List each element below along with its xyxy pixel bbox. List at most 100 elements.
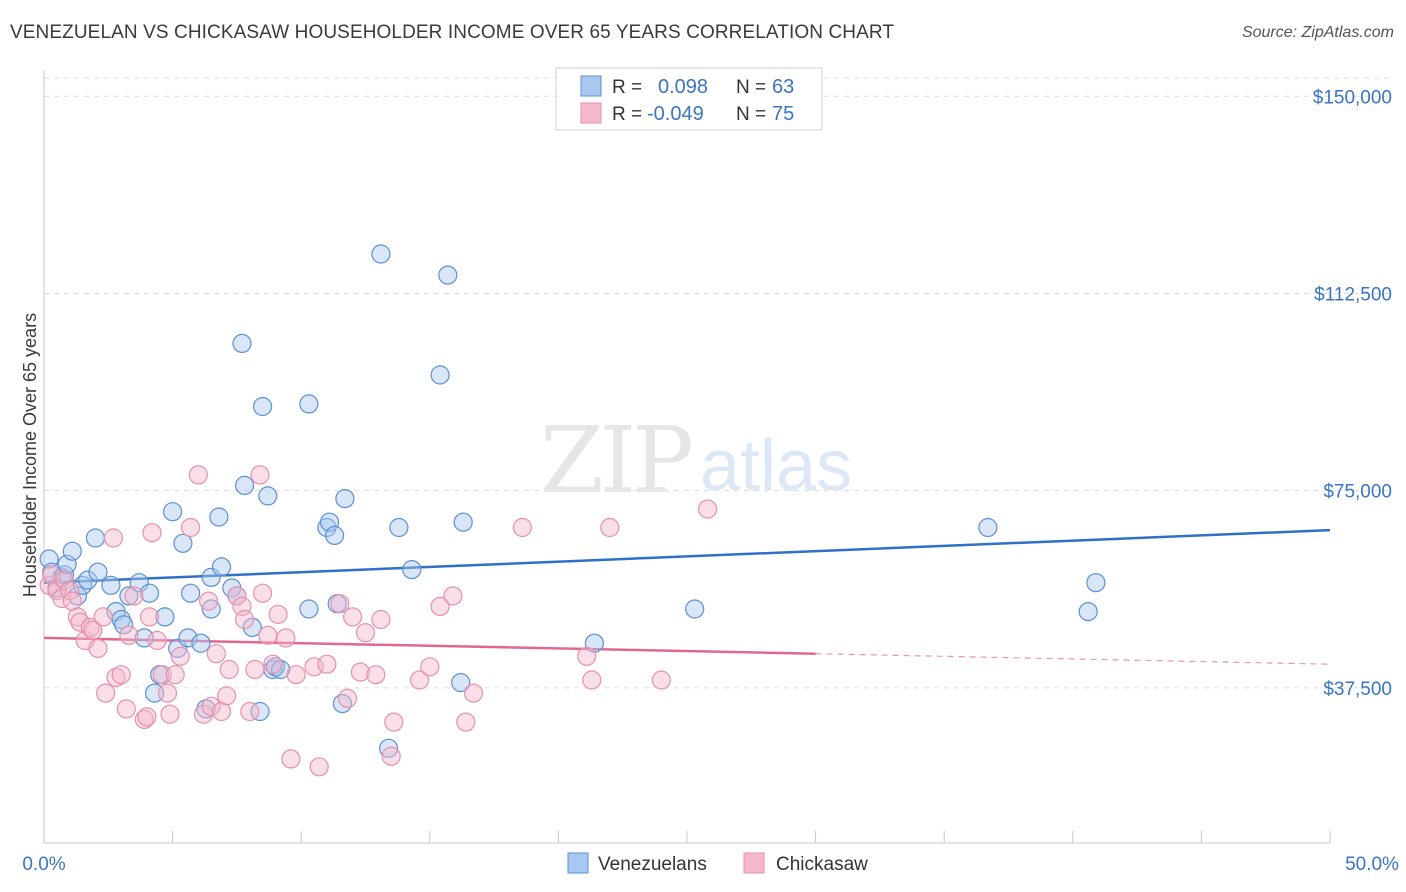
x-tick-marks (43, 831, 1331, 843)
legend-swatch-venezuelans (580, 75, 602, 97)
venezuelan-point (235, 475, 255, 495)
chickasaw-point (337, 688, 358, 709)
chickasaw-trend-line-extension (815, 653, 1331, 665)
chickasaw-point (137, 707, 157, 727)
chickasaw-point (350, 662, 370, 682)
chickasaw-point (253, 583, 273, 603)
chickasaw-point (240, 701, 260, 722)
chickasaw-point (697, 499, 718, 519)
venezuelan-point (88, 562, 108, 582)
chickasaw-point (443, 586, 463, 606)
chickasaw-point (317, 654, 337, 674)
venezuelan-point (196, 699, 216, 719)
bottom-legend-swatch-venezuelans (567, 852, 589, 874)
venezuelan-point (299, 394, 319, 414)
venezuelan-point (265, 657, 286, 677)
venezuelan-point (78, 570, 98, 590)
chickasaw-point (201, 696, 221, 716)
chickasaw-point (124, 586, 144, 606)
chickasaw-point (381, 746, 401, 766)
venezuelan-point (163, 502, 183, 522)
chickasaw-point (263, 654, 283, 674)
chickasaw-point (134, 709, 154, 730)
legend-n-label-1: N = (736, 77, 766, 98)
venezuelan-point (317, 517, 337, 538)
chickasaw-point (139, 607, 160, 627)
chickasaw-point (227, 586, 247, 606)
chickasaw-point (88, 638, 108, 659)
venezuelan-point (114, 615, 134, 635)
y-tick-label: $150,000 (1313, 87, 1392, 108)
venezuelan-point (1086, 573, 1106, 593)
bottom-legend: Venezuelans Chickasaw (567, 852, 868, 875)
y-tick-label: $112,500 (1314, 284, 1392, 305)
bottom-legend-swatch-chickasaw (743, 852, 765, 874)
chickasaw-point (330, 594, 350, 614)
legend-r-label-2: R = (612, 104, 642, 125)
chart-title: VENEZUELAN VS CHICKASAW HOUSEHOLDER INCO… (10, 22, 895, 43)
venezuelan-point (379, 738, 399, 758)
chickasaw-point (147, 630, 167, 651)
venezuelan-point (978, 517, 998, 538)
venezuelan-point (299, 599, 319, 619)
legend-swatch-chickasaw (580, 102, 602, 124)
y-tick-label: $37,500 (1323, 679, 1392, 700)
chickasaw-point (600, 517, 620, 538)
venezuelan-point (438, 265, 458, 285)
chickasaw-point (181, 517, 201, 538)
venezuelan-point (332, 693, 352, 714)
chickasaw-point (219, 659, 239, 680)
venezuelan-point (85, 528, 106, 548)
chickasaw-point (188, 465, 208, 485)
chickasaw-point (103, 528, 124, 548)
chart-source: Source: ZipAtlas.com (1241, 24, 1394, 41)
venezuelan-point (1078, 601, 1098, 622)
chickasaw-point (111, 665, 131, 685)
venezuelan-point (250, 701, 270, 722)
chickasaw-point (430, 596, 450, 617)
watermark: ZIP atlas (540, 407, 852, 514)
venezuelan-point (258, 486, 278, 506)
venezuelan-point (201, 567, 221, 588)
chickasaw-point (281, 749, 301, 769)
y-tick-label: $75,000 (1323, 482, 1392, 503)
legend-r-value-1: 0.098 (658, 76, 708, 98)
chickasaw-point (512, 517, 533, 538)
watermark-atlas: atlas (700, 426, 852, 506)
x-tick-label-min: 0.0% (22, 854, 65, 875)
chickasaw-point (80, 617, 100, 638)
venezuelan-point (430, 365, 450, 385)
venezuelan-point (119, 586, 139, 606)
chickasaw-point (206, 644, 226, 664)
venezuelan-point (253, 396, 273, 417)
venezuelan-point (201, 599, 221, 619)
chickasaw-point (268, 604, 288, 624)
venezuelan-point (389, 517, 409, 538)
legend-r-value-2: -0.049 (647, 103, 704, 125)
venezuelan-point (371, 244, 391, 264)
chickasaw-point (54, 570, 75, 590)
chickasaw-point (245, 659, 265, 680)
x-tick-label-max: 50.0% (1345, 854, 1399, 875)
chickasaw-point (96, 683, 116, 703)
chickasaw-point (384, 712, 404, 732)
legend-n-value-1: 63 (772, 76, 794, 98)
legend-r-label-1: R = (612, 77, 642, 98)
venezuelan-point (209, 507, 229, 527)
chickasaw-point (67, 607, 88, 627)
chickasaw-point (157, 683, 178, 703)
chickasaw-point (409, 670, 430, 690)
chickasaw-point (366, 665, 386, 685)
venezuelan-point (402, 559, 422, 580)
chickasaw-point (199, 591, 219, 611)
chickasaw-point (217, 686, 237, 706)
venezuelan-point (168, 638, 188, 659)
chickasaw-point (276, 628, 296, 648)
chickasaw-point (116, 699, 136, 719)
venezuelan-point (685, 599, 705, 619)
chickasaw-point (456, 712, 476, 732)
venezuelan-point (232, 333, 252, 353)
chickasaw-point (343, 607, 363, 627)
chickasaw-point (83, 620, 103, 640)
venezuelan-point (242, 617, 262, 638)
